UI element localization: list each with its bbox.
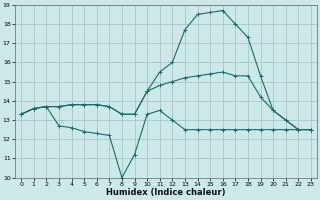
X-axis label: Humidex (Indice chaleur): Humidex (Indice chaleur)	[106, 188, 226, 197]
